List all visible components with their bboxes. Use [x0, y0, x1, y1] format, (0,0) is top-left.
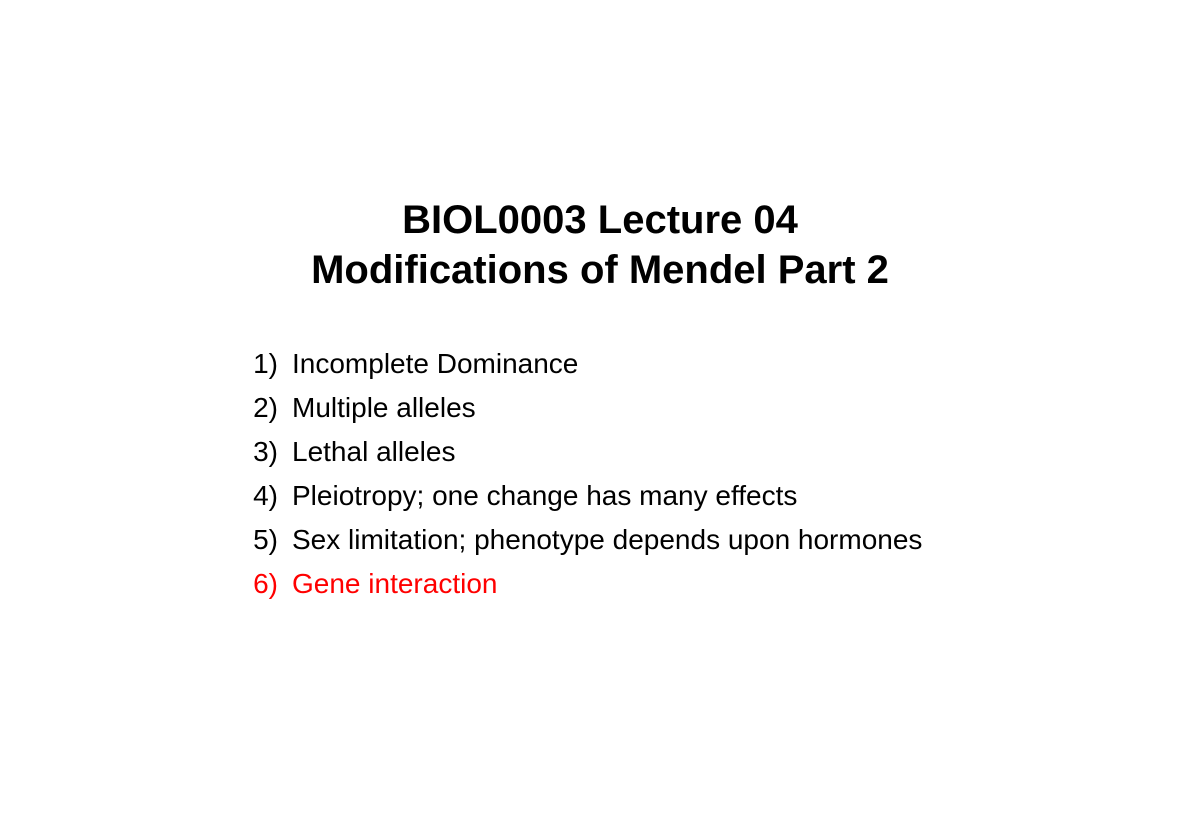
list-item-text: Incomplete Dominance [282, 343, 960, 385]
list-item-text: Sex limitation; phenotype depends upon h… [282, 519, 960, 561]
list-item-number: 6) [240, 563, 282, 605]
list-item: 2) Multiple alleles [240, 387, 960, 429]
list-item-number: 5) [240, 519, 282, 561]
list-item-number: 1) [240, 343, 282, 385]
list-item-text: Multiple alleles [282, 387, 960, 429]
list-item: 3) Lethal alleles [240, 431, 960, 473]
title-line-2: Modifications of Mendel Part 2 [0, 245, 1200, 295]
list-item-number: 2) [240, 387, 282, 429]
list-item: 5) Sex limitation; phenotype depends upo… [240, 519, 960, 561]
title-block: BIOL0003 Lecture 04 Modifications of Men… [0, 195, 1200, 295]
list-item-number: 3) [240, 431, 282, 473]
list-item-text: Pleiotropy; one change has many effects [282, 475, 960, 517]
list-item-text: Gene interaction [282, 563, 960, 605]
list-item-highlighted: 6) Gene interaction [240, 563, 960, 605]
list-item: 1) Incomplete Dominance [240, 343, 960, 385]
slide-container: BIOL0003 Lecture 04 Modifications of Men… [0, 0, 1200, 834]
list-item-text: Lethal alleles [282, 431, 960, 473]
title-line-1: BIOL0003 Lecture 04 [0, 195, 1200, 245]
numbered-list: 1) Incomplete Dominance 2) Multiple alle… [240, 343, 960, 605]
list-item: 4) Pleiotropy; one change has many effec… [240, 475, 960, 517]
list-item-number: 4) [240, 475, 282, 517]
